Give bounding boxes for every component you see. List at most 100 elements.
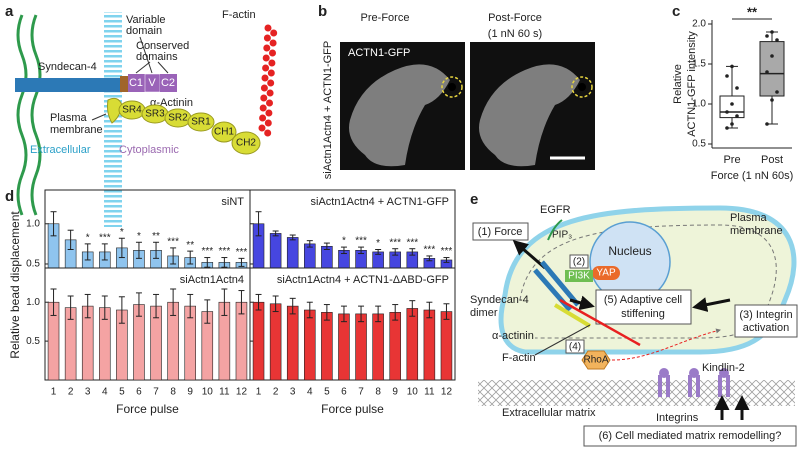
significance: *** (406, 237, 418, 248)
actin-monomer (259, 104, 267, 112)
domain-label: SR4 (122, 105, 142, 116)
x-tick-label: 10 (407, 387, 419, 398)
y-tick-label: 1.0 (26, 297, 40, 308)
bar (423, 309, 436, 381)
shape (659, 368, 669, 378)
panel-letter: a (5, 3, 14, 20)
domain-label: CH2 (236, 138, 256, 149)
label: (4) (569, 342, 581, 353)
shape (658, 375, 730, 397)
shape (595, 289, 692, 325)
shape (120, 76, 128, 92)
significance: * (376, 238, 380, 249)
label: (3) Integrin (739, 309, 792, 321)
label: PI3K (568, 271, 590, 282)
shape (107, 97, 123, 124)
x-tick-label: 7 (153, 387, 159, 398)
actin-monomer (269, 49, 276, 57)
box (759, 41, 785, 97)
shape (16, 14, 28, 216)
shape (559, 298, 641, 347)
x-tick-label: 12 (236, 387, 248, 398)
x-tick-label: Pre (723, 154, 740, 166)
chart-title: siActn1Actn4 (180, 274, 244, 286)
y-tick-label: 1.0 (692, 99, 706, 110)
charts: 0.5 1.0 1.5 2.0 Relative ACTN1-GFP intensity P… (26, 4, 793, 416)
domain-label: CH1 (214, 127, 234, 138)
x-tick-label: 5 (119, 387, 125, 398)
y-tick-label: 0.5 (26, 336, 40, 347)
x-tick-label: Post (761, 154, 783, 166)
label: stiffening (621, 308, 665, 320)
panel-letter: e (470, 191, 478, 208)
shape (569, 254, 589, 269)
data-point (770, 98, 774, 102)
x-tick-label: 6 (136, 387, 142, 398)
shape (472, 222, 529, 241)
domain-label: V (148, 77, 156, 89)
shape (448, 83, 456, 91)
x-axis-label: Force (1 nN 60s) (711, 170, 794, 182)
x-tick-label: 9 (187, 387, 193, 398)
actin-monomer (262, 54, 270, 62)
x-tick-label: 2 (273, 387, 279, 398)
label: domain (126, 25, 162, 37)
shape (689, 368, 699, 378)
data-point (730, 102, 734, 106)
data-point (775, 90, 779, 94)
actin-monomer (259, 114, 267, 122)
x-tick-label: 11 (424, 387, 435, 398)
repeat-domain (211, 121, 237, 143)
x-tick-label: 1 (51, 387, 57, 398)
shape (734, 304, 798, 338)
panel-letter: c (672, 3, 680, 20)
bar (304, 309, 316, 381)
y-tick-label: 0.5 (26, 259, 40, 270)
label: Syndecan-4 (38, 61, 97, 73)
actin-monomer (266, 99, 273, 107)
data-point (725, 74, 729, 78)
x-axis-label: Force pulse (321, 402, 384, 416)
data-point (735, 114, 739, 118)
data-point (725, 126, 729, 130)
plot-frame (249, 267, 456, 381)
shape (534, 324, 591, 356)
data-point (765, 34, 769, 38)
significance: ** (186, 240, 194, 251)
y-tick-label: 1.5 (692, 59, 706, 70)
label: F-actin (502, 352, 536, 364)
column-label: Pre-Force (361, 12, 410, 24)
significance: *** (167, 237, 179, 248)
label: membrane (50, 124, 103, 136)
data-point (770, 54, 774, 58)
y-axis-label: ACTN1-GFP intensity (686, 31, 698, 137)
panel-e: Nucleus YAP Plasma membrane (1) Force EG… (470, 204, 798, 447)
significance: *** (99, 233, 111, 244)
x-tick-label: 6 (341, 387, 347, 398)
significance: * (86, 233, 90, 244)
repeat-domain (231, 131, 261, 155)
significance: * (342, 236, 346, 247)
domain-label: C1 (129, 77, 143, 89)
domain-label: SR2 (168, 113, 188, 124)
shape (512, 240, 546, 270)
label: Nucleus (608, 244, 651, 258)
stain-label: ACTN1-GFP (348, 47, 410, 59)
label: α-actinin (492, 330, 534, 342)
box (719, 95, 745, 119)
data-point (765, 122, 769, 126)
panel-letter: d (5, 188, 14, 205)
panel-letter: b (318, 3, 327, 20)
significance: ** (747, 4, 758, 19)
bar (252, 301, 265, 381)
shape (553, 303, 592, 328)
chart-title: siNT (221, 196, 244, 208)
label: Kindlin-2 (702, 362, 745, 374)
label: Conserved (136, 40, 189, 52)
actin-monomer (266, 89, 274, 97)
x-tick-label: 9 (392, 387, 398, 398)
label: activation (743, 322, 789, 334)
significance: *** (201, 246, 213, 257)
data-point (775, 38, 779, 42)
